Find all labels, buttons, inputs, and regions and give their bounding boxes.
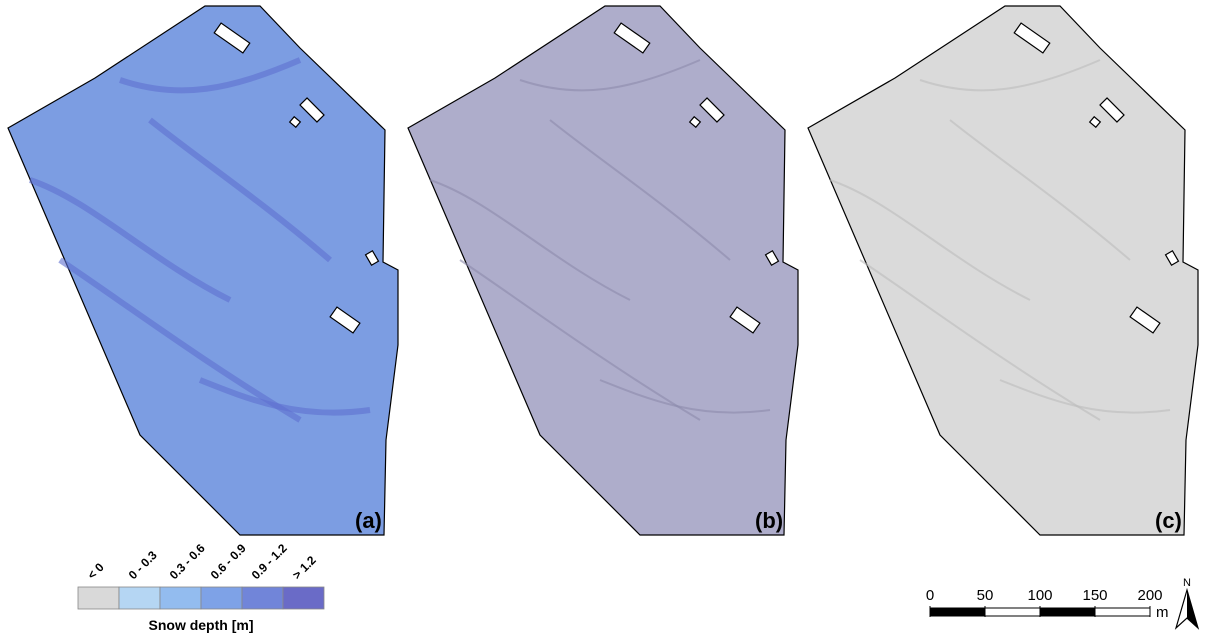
map-panel: (b) [408, 6, 798, 535]
legend-swatch [160, 587, 201, 609]
scale-label: 50 [977, 587, 994, 604]
map-panel: (c) [808, 6, 1198, 535]
map-area [808, 6, 1198, 535]
scale-label: 100 [1027, 587, 1052, 604]
legend-swatch [119, 587, 160, 609]
scale-label: 200 [1137, 587, 1162, 604]
panel-label: (c) [1155, 508, 1182, 533]
scale-segment [1040, 608, 1095, 616]
legend-label: 0 - 0.3 [126, 548, 160, 582]
north-label: N [1183, 577, 1191, 589]
legend-label: > 1.2 [290, 553, 319, 582]
scale-segment [1095, 608, 1150, 616]
map-area [408, 6, 798, 535]
maps: (a) (b) (c) [8, 6, 1198, 535]
legend-label: 0.9 - 1.2 [249, 541, 290, 582]
legend-swatch [242, 587, 283, 609]
scale-label: 150 [1082, 587, 1107, 604]
scale-unit: m [1156, 604, 1169, 621]
scale-label: 0 [926, 587, 934, 604]
panel-label: (b) [755, 508, 783, 533]
legend-label: 0.6 - 0.9 [208, 541, 249, 582]
legend-label: < 0 [85, 560, 107, 582]
figure: (a) (b) (c) < 0 0 - 0.30.3 - 0.60.6 - 0.90.… [0, 0, 1211, 637]
legend-swatch [283, 587, 324, 609]
legend-swatch [78, 587, 119, 609]
legend-swatch [201, 587, 242, 609]
scale-segment [985, 608, 1040, 616]
map-area [8, 6, 398, 535]
legend-label: 0.3 - 0.6 [167, 541, 208, 582]
scale-segment [930, 608, 985, 616]
panel-label: (a) [355, 508, 382, 533]
map-panel: (a) [8, 6, 398, 535]
legend-title: Snow depth [m] [149, 617, 254, 633]
